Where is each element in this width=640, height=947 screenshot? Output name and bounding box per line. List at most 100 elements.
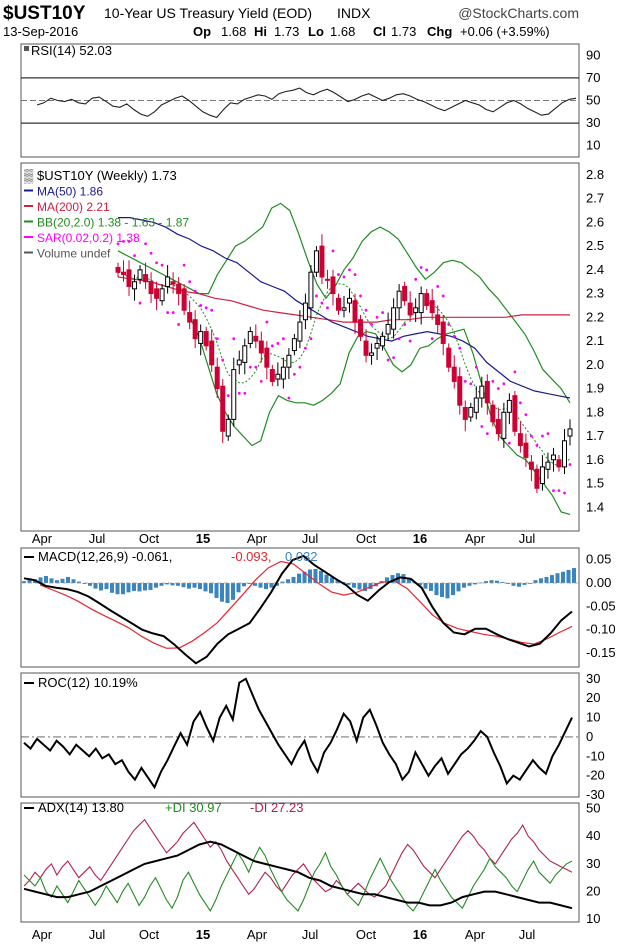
price-x-label: Apr	[32, 531, 53, 546]
macd-hist-bar	[456, 583, 461, 592]
roc-tick: -20	[586, 768, 605, 783]
candle-body	[330, 276, 336, 295]
macd-line	[23, 554, 573, 665]
low-label: Lo	[308, 24, 324, 39]
sar-dot	[469, 382, 473, 386]
sar-dot	[237, 391, 241, 395]
sar-dot	[485, 432, 489, 436]
brand-label: @StockCharts.com	[458, 5, 579, 21]
price-tick: 2.4	[586, 262, 604, 277]
candle-body	[209, 340, 215, 366]
macd-hist-bar	[429, 583, 433, 591]
close-label: Cl	[373, 24, 386, 39]
roc-tick: 30	[586, 671, 600, 686]
candle-body	[495, 418, 501, 435]
sar-dot	[441, 294, 445, 298]
candle-body	[231, 369, 237, 420]
sar-dot	[342, 275, 346, 279]
sar-dot	[552, 489, 555, 493]
candle-body	[291, 338, 297, 352]
sar-dot	[144, 242, 147, 246]
macd-hist-bar	[220, 583, 224, 602]
sar-dot	[392, 356, 396, 360]
rsi-tick: 30	[586, 115, 600, 130]
candle-body	[385, 323, 391, 335]
macd-hist-bar	[346, 583, 351, 585]
macd-hist-bar	[330, 577, 334, 583]
candle-body	[534, 468, 540, 489]
high-value: 1.73	[274, 24, 299, 39]
adx-line	[23, 840, 573, 910]
candle-body	[523, 442, 529, 458]
change-value: +0.06 (+3.59%)	[460, 24, 550, 39]
macd-hist-bar	[258, 583, 263, 588]
sar-dot	[353, 273, 357, 276]
price-tick: 1.4	[586, 499, 604, 514]
candle-body	[286, 354, 292, 368]
sar-dot	[425, 268, 429, 272]
candle-body	[242, 345, 248, 363]
adx-x-label: Jul	[519, 927, 536, 942]
candle-body	[501, 411, 507, 439]
macd-hist-bar	[275, 583, 279, 586]
macd-hist-bar	[88, 583, 92, 586]
candle-body	[506, 399, 512, 413]
macd-hist-bar	[148, 583, 153, 590]
sar-dot	[386, 358, 390, 362]
macd-hist-bar	[286, 579, 290, 583]
sar-dot	[541, 434, 544, 438]
macd-hist-bar	[22, 581, 26, 583]
macd-hist-bar	[555, 573, 560, 583]
macd-hist-bar	[528, 583, 532, 584]
sar-dot	[359, 294, 362, 298]
macd-tick: 0.05	[586, 552, 611, 567]
macd-hist-bar	[203, 583, 208, 592]
sar-dot	[292, 372, 296, 376]
candle-body	[115, 266, 121, 273]
macd-signal-legend: -0.093,	[231, 549, 271, 564]
sar-dot	[403, 323, 407, 326]
macd-hist-bar	[495, 580, 499, 583]
macd-hist-bar	[214, 583, 219, 598]
candle-body	[159, 288, 165, 302]
candle-body	[214, 366, 220, 390]
minus-di-legend: -DI 27.23	[250, 800, 303, 815]
macd-hist-bar	[165, 583, 169, 585]
candle-body	[484, 380, 490, 404]
price-legend: $UST10Y (Weekly) 1.73	[37, 168, 177, 183]
candle-body	[545, 461, 551, 470]
sar-dot	[518, 401, 522, 405]
sar-dot	[232, 337, 236, 341]
adx-x-label: Apr	[32, 927, 53, 942]
macd-hist-bar	[154, 583, 158, 588]
macd-hist-bar	[522, 583, 527, 585]
price-x-label: 15	[196, 531, 210, 546]
candle-body	[170, 281, 176, 285]
sar-dot	[215, 337, 219, 341]
price-tick: 1.6	[586, 452, 604, 467]
candle-body	[457, 376, 463, 406]
macd-hist-bar	[517, 583, 521, 587]
sar-dot	[166, 311, 170, 314]
sar-dot	[414, 277, 418, 281]
exchange-label: INDX	[337, 5, 371, 21]
sar-dot	[524, 413, 528, 417]
candle-body	[198, 331, 204, 344]
macd-hist-bar	[319, 570, 323, 583]
candle-body	[324, 278, 330, 281]
open-label: Op	[193, 24, 211, 39]
adx-tick: 40	[586, 828, 600, 843]
roc-tick: -30	[586, 787, 605, 802]
candle-body	[479, 385, 485, 399]
macd-hist-bar	[93, 583, 98, 589]
sar-dot	[419, 266, 423, 269]
adx-tick: 20	[586, 884, 600, 899]
chart-date: 13-Sep-2016	[3, 24, 78, 39]
candle-body	[468, 407, 474, 418]
sar-dot	[221, 358, 225, 362]
macd-hist-bar	[192, 583, 197, 588]
candle-body	[264, 347, 270, 368]
macd-hist-bar	[440, 583, 444, 597]
bb-legend: BB(20,2.0) 1.38 - 1.63 - 1.87	[37, 216, 189, 230]
macd-hist-bar	[137, 583, 142, 592]
